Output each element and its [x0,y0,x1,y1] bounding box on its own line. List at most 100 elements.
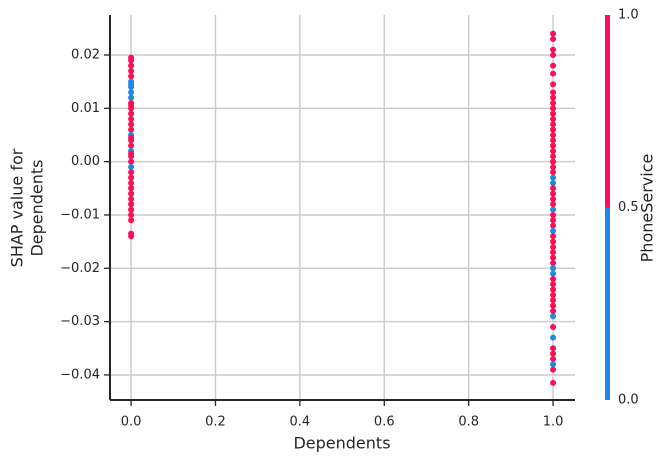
point [128,158,135,165]
point [128,201,135,208]
point [550,70,557,77]
point [128,179,135,186]
point [550,275,557,282]
point [550,110,557,117]
point [550,281,557,288]
point [128,233,135,240]
colorbar-tick-label: 1.0 [618,8,639,23]
point [550,350,557,357]
point [128,185,135,192]
y-tick-label: 0.00 [71,154,100,169]
point [550,265,557,272]
x-axis-label: Dependents [293,434,390,453]
point [550,137,557,144]
point [550,211,557,218]
point [550,142,557,149]
point [128,206,135,213]
point [550,174,557,181]
point [550,158,557,165]
point [550,291,557,298]
x-tick-label: 1.0 [543,415,564,430]
point [550,206,557,213]
y-tick-label: −0.02 [60,261,100,276]
colorbar-label: PhoneService [638,154,657,263]
point [550,89,557,96]
point [550,355,557,362]
point [550,195,557,202]
point [550,153,557,160]
point [128,94,135,101]
point [550,238,557,245]
point [550,222,557,229]
colorbar-tick-label: 0.0 [618,393,639,408]
point [128,115,135,122]
point [550,313,557,320]
point [550,249,557,256]
point [128,211,135,218]
point [550,46,557,53]
point [550,201,557,208]
x-tick-label: 0.2 [205,415,226,430]
point [550,254,557,261]
point [550,99,557,106]
point [550,169,557,176]
x-tick-label: 0.4 [290,415,311,430]
point [128,83,135,90]
point [550,30,557,37]
y-tick-label: −0.03 [60,314,100,329]
point [128,105,135,112]
point [128,73,135,80]
point [550,185,557,192]
point [128,67,135,74]
point [128,190,135,197]
x-tick-label: 0.8 [458,415,479,430]
y-tick-label: −0.01 [60,207,100,222]
point [550,345,557,352]
point [550,307,557,314]
point [550,302,557,309]
point [550,94,557,101]
point [128,169,135,176]
y-tick-label: −0.04 [60,367,100,382]
point [128,142,135,149]
point [128,89,135,96]
point [550,126,557,133]
point [550,243,557,250]
point [550,227,557,234]
point [550,297,557,304]
point [550,361,557,368]
point [550,35,557,42]
point [128,195,135,202]
point [128,137,135,144]
point [128,62,135,69]
x-tick-label: 0.6 [374,415,395,430]
colorbar-segment [605,15,610,208]
point [550,323,557,330]
point [550,105,557,112]
y-axis-label: SHAP value for [8,148,27,267]
point [550,115,557,122]
point [550,81,557,88]
point [550,379,557,386]
point [550,121,557,128]
y-axis-label: Dependents [28,159,47,256]
point [550,131,557,138]
point [550,217,557,224]
point [550,179,557,186]
point [550,233,557,240]
point [550,286,557,293]
point [128,57,135,64]
point [550,190,557,197]
point [550,51,557,58]
y-tick-label: 0.01 [71,101,100,116]
point [128,217,135,224]
y-tick-label: 0.02 [71,47,100,62]
point [128,126,135,133]
point [550,147,557,154]
point [128,110,135,117]
point [550,163,557,170]
point [128,121,135,128]
colorbar-tick-label: 0.5 [618,200,639,215]
